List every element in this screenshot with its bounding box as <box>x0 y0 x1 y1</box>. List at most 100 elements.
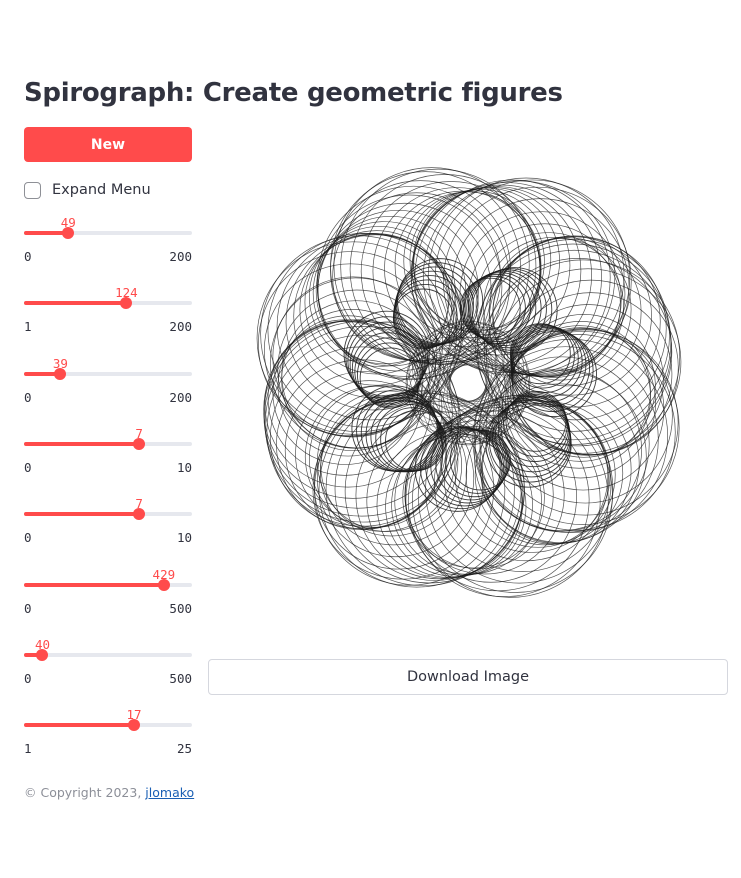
spiro-ring <box>406 348 488 429</box>
spiro-ring <box>345 316 428 399</box>
slider-max: 25 <box>176 741 192 756</box>
author-link[interactable]: jlomako <box>145 785 195 800</box>
spiro-ring <box>510 330 597 418</box>
spiro-ring <box>360 181 542 362</box>
slider-track[interactable] <box>24 583 192 587</box>
spiro-ring <box>443 327 524 408</box>
spiro-ring <box>405 342 487 424</box>
spiro-ring <box>433 321 514 403</box>
spiro-ring <box>416 323 498 405</box>
spiro-ring <box>304 385 447 528</box>
slider-track[interactable] <box>24 512 192 516</box>
slider-fill <box>24 723 134 727</box>
spiro-ring <box>446 331 528 413</box>
slider-track[interactable] <box>24 372 192 376</box>
spiro-ring <box>407 404 601 597</box>
slider-track[interactable] <box>24 723 192 727</box>
slider-max: 200 <box>169 390 192 405</box>
slider-thumb[interactable] <box>36 649 49 661</box>
slider-track[interactable] <box>24 653 192 657</box>
spiro-ring <box>417 397 613 593</box>
spiro-ring <box>405 407 590 592</box>
slider-fill <box>24 653 43 657</box>
spiro-ring <box>317 202 492 377</box>
footer: © Copyright 2023, jlomako <box>24 785 194 800</box>
spiro-ring <box>412 327 493 408</box>
slider-min: 0 <box>24 390 32 405</box>
slider-thumb[interactable] <box>128 719 140 731</box>
slider-thumb[interactable] <box>62 227 75 239</box>
spiro-ring <box>438 323 520 405</box>
spiro-ring <box>320 394 463 537</box>
slider-max: 200 <box>169 319 192 334</box>
spiro-ring <box>316 399 475 558</box>
slider-min: 0 <box>24 460 32 475</box>
spiro-ring <box>408 353 490 435</box>
slider-track[interactable] <box>24 442 192 446</box>
spiro-ring <box>384 190 541 348</box>
spiro-ring <box>467 269 547 349</box>
spiro-ring <box>475 232 621 378</box>
slider-thumb[interactable] <box>54 368 67 380</box>
spiro-ring <box>404 420 554 570</box>
spiro-ring <box>266 334 459 527</box>
spiro-ring <box>397 258 484 345</box>
spiro-ring <box>449 342 531 424</box>
spiro-ring <box>474 370 647 543</box>
slider-6[interactable]: 429 0 500 <box>24 567 192 617</box>
slider-min: 0 <box>24 249 32 264</box>
slider-min: 0 <box>24 671 32 686</box>
spiro-ring <box>507 325 651 469</box>
spiro-ring <box>343 310 430 397</box>
spiro-ring <box>485 259 681 454</box>
slider-value: 124 <box>115 285 138 300</box>
slider-track[interactable] <box>24 301 192 305</box>
download-image-button[interactable]: Download Image <box>208 659 728 695</box>
spiro-ring <box>492 236 652 396</box>
expand-menu-checkbox[interactable] <box>24 181 41 199</box>
spiro-ring <box>427 320 509 402</box>
spiro-ring <box>396 262 479 345</box>
spiro-ring <box>448 337 530 418</box>
slider-thumb[interactable] <box>133 438 146 450</box>
slider-fill <box>24 512 140 516</box>
slider-8[interactable]: 17 1 25 <box>24 707 192 757</box>
spiro-ring <box>316 185 511 380</box>
slider-max: 10 <box>176 460 192 475</box>
spiro-ring <box>385 435 527 577</box>
slider-thumb[interactable] <box>133 508 146 520</box>
slider-1[interactable]: 49 0 200 <box>24 215 192 265</box>
slider-7[interactable]: 40 0 500 <box>24 637 192 687</box>
slider-2[interactable]: 124 1 200 <box>24 285 192 335</box>
slider-track[interactable] <box>24 231 192 235</box>
slider-value: 39 <box>52 356 68 371</box>
spiro-ring <box>461 275 526 341</box>
new-button[interactable]: New <box>24 127 192 162</box>
slider-thumb[interactable] <box>157 579 170 591</box>
slider-fill <box>24 372 61 376</box>
expand-menu-toggle[interactable]: Expand Menu <box>24 180 151 200</box>
spiro-ring <box>408 331 490 413</box>
slider-value: 429 <box>152 567 176 582</box>
spiro-ring <box>509 323 571 385</box>
spiro-ring <box>485 331 680 525</box>
slider-max: 10 <box>176 530 192 545</box>
slider-value: 40 <box>34 637 50 652</box>
slider-3[interactable]: 39 0 200 <box>24 356 192 406</box>
slider-fill <box>24 583 164 587</box>
slider-min: 0 <box>24 601 32 616</box>
slider-fill <box>24 231 69 235</box>
slider-5[interactable]: 7 0 10 <box>24 496 192 546</box>
spiro-ring <box>433 363 514 445</box>
spiro-ring <box>285 234 462 411</box>
slider-4[interactable]: 7 0 10 <box>24 426 192 476</box>
slider-thumb[interactable] <box>120 297 133 309</box>
spiro-ring <box>412 358 493 439</box>
spiro-ring <box>395 266 475 346</box>
slider-max: 500 <box>169 601 192 616</box>
spiro-ring <box>474 404 616 546</box>
spiro-ring <box>412 401 609 598</box>
spiro-ring <box>488 235 661 408</box>
spiro-ring <box>425 427 505 507</box>
spiro-ring <box>349 326 425 403</box>
